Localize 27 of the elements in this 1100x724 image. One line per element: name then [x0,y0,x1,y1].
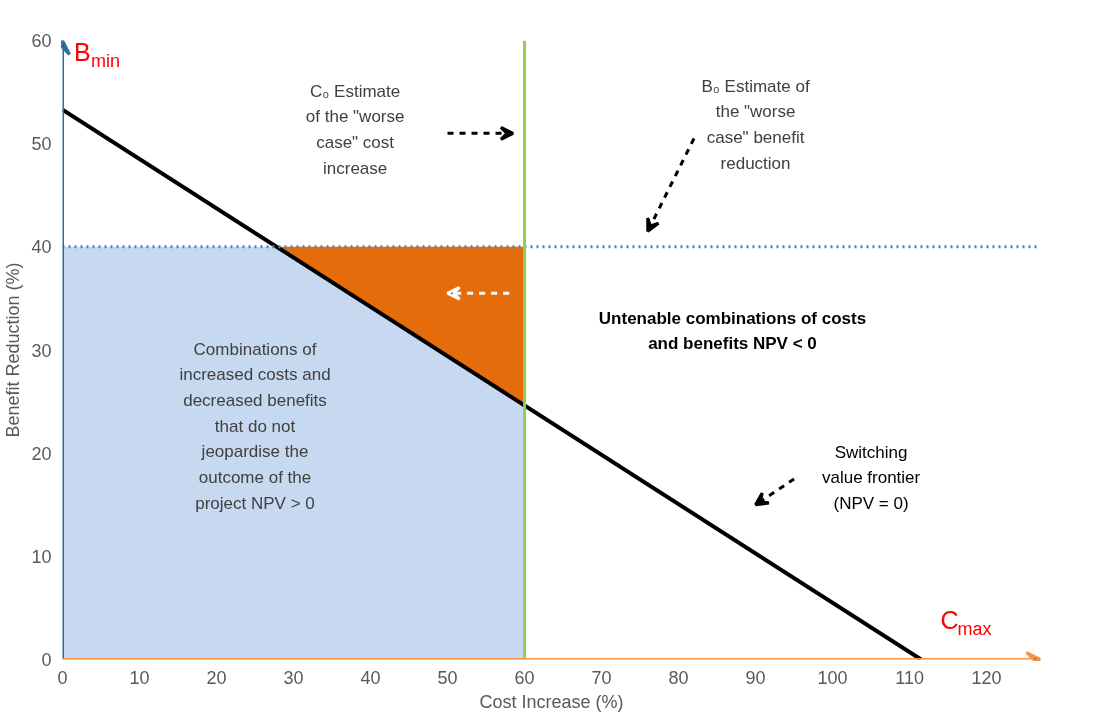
x-tick-label: 110 [895,667,924,688]
annotation: Switching value frontier (NPV = 0) [821,442,921,514]
y-axis-title: Benefit Reduction (%) [3,262,24,438]
x-tick-label: 10 [129,667,150,688]
y-tick-label: 50 [31,134,52,155]
y-tick-label: 10 [31,546,52,567]
annotation: Combinations of increased costs and decreased benefits that do not jeopardise the outcome of the project NPV > 0 [179,339,331,513]
y-tick-label: 60 [31,31,52,51]
y-tick-label: 20 [31,443,52,464]
x-tick-label: 40 [360,667,381,688]
x-tick-label: 70 [591,667,612,688]
x-tick-label: 60 [514,667,535,688]
annotation: C₀ Estimate of the "worse case" cost increase [305,81,405,178]
x-tick-label: 90 [745,667,766,688]
y-tick-label: 0 [41,650,52,670]
x-tick-label: 20 [206,667,227,688]
x-tick-label: 50 [437,667,458,688]
y-tick-label: 40 [31,237,52,258]
x-tick-label: 100 [817,667,848,688]
annotation: Untenable combinations of costs and benefits NPV < 0 [598,308,867,354]
annotation: B₀ Estimate of the "worse case" benefit reduction [701,76,810,173]
x-axis-title: Cost Increase (%) [479,691,624,712]
x-tick-label: 120 [971,667,1002,688]
x-tick-label: 80 [668,667,689,688]
x-tick-label: 30 [283,667,304,688]
x-tick-label: 0 [57,667,68,688]
y-tick-label: 30 [31,340,52,361]
